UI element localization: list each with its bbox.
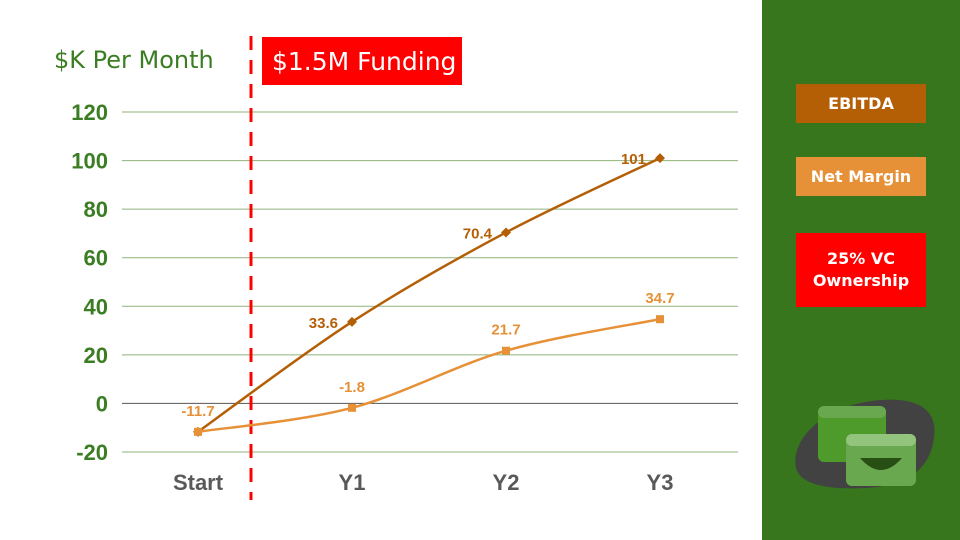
data-point <box>194 427 202 436</box>
y-tick-label: 120 <box>71 100 108 125</box>
legend-ebitda: EBITDA <box>796 84 926 123</box>
data-point <box>501 227 511 238</box>
chart-plot: 120 100 80 60 40 20 0 -20 Start Y1 Y2 Y3 33.6 70.4 101… <box>71 36 738 500</box>
y-tick-label: 80 <box>84 197 108 222</box>
data-label: 21.7 <box>491 322 520 339</box>
data-label: 70.4 <box>463 225 493 242</box>
y-tick-label: 100 <box>71 149 108 174</box>
series-line-0 <box>197 157 661 433</box>
data-point <box>347 316 357 327</box>
y-axis-title: $K Per Month <box>54 46 214 74</box>
data-point <box>348 403 356 412</box>
wallet-cards-icon <box>795 399 935 489</box>
x-tick-label: Y2 <box>493 470 520 495</box>
data-label: -1.8 <box>339 379 365 396</box>
data-label: 101 <box>621 151 646 168</box>
data-label: 34.7 <box>645 290 674 307</box>
data-point <box>502 346 510 355</box>
funding-banner: $1.5M Funding <box>262 37 462 85</box>
x-tick-label: Start <box>173 470 224 495</box>
series-line-1 <box>197 317 661 434</box>
legend-vc-ownership: 25% VC Ownership <box>796 233 926 307</box>
data-label: 33.6 <box>309 315 338 332</box>
y-tick-label: 0 <box>96 391 108 416</box>
data-point <box>655 153 665 164</box>
data-label: -11.7 <box>181 403 214 420</box>
x-tick-label: Y3 <box>647 470 674 495</box>
y-tick-label: -20 <box>76 440 108 465</box>
y-tick-label: 20 <box>84 343 108 368</box>
y-tick-label: 60 <box>84 246 108 271</box>
legend-net-margin: Net Margin <box>796 157 926 196</box>
data-point <box>656 315 664 324</box>
x-tick-label: Y1 <box>339 470 366 495</box>
y-tick-label: 40 <box>84 294 108 319</box>
